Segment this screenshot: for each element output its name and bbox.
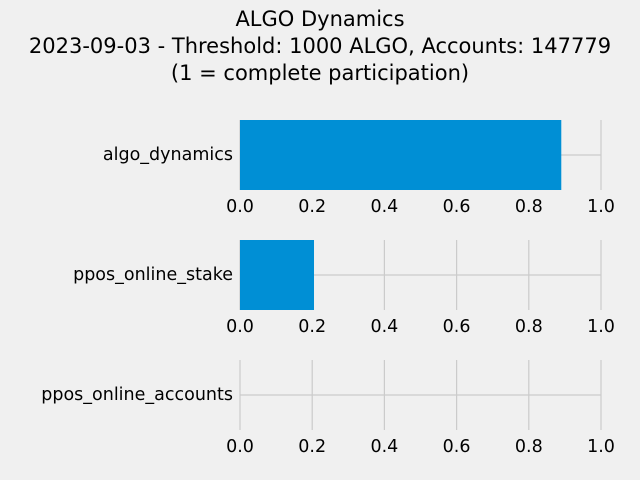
x-tick-label: 0.8 [515, 437, 543, 457]
x-tick-label: 0.4 [370, 197, 398, 217]
x-tick-label: 1.0 [587, 317, 615, 337]
category-label: algo_dynamics [103, 145, 233, 165]
chart-title: ALGO Dynamics [235, 7, 405, 31]
chart-subtitle-note: (1 = complete participation) [170, 61, 470, 85]
x-tick-label: 0.8 [515, 197, 543, 217]
x-tick-label: 1.0 [587, 437, 615, 457]
x-tick-label: 0.6 [443, 437, 471, 457]
x-tick-label: 0.2 [298, 437, 326, 457]
x-tick-label: 1.0 [587, 197, 615, 217]
x-tick-label: 0.6 [443, 317, 471, 337]
x-tick-label: 0.4 [370, 317, 398, 337]
bar-ppos_online_stake [240, 240, 315, 310]
x-tick-label: 0.6 [443, 197, 471, 217]
x-tick-label: 0.2 [298, 317, 326, 337]
bar-algo_dynamics [240, 120, 562, 190]
x-tick-label: 0.0 [226, 437, 254, 457]
chart-subtitle: 2023-09-03 - Threshold: 1000 ALGO, Accou… [28, 34, 612, 58]
category-label: ppos_online_stake [73, 265, 233, 285]
x-tick-label: 0.0 [226, 197, 254, 217]
x-tick-label: 0.4 [370, 437, 398, 457]
x-tick-label: 0.8 [515, 317, 543, 337]
x-tick-label: 0.0 [226, 317, 254, 337]
x-tick-label: 0.2 [298, 197, 326, 217]
category-label: ppos_online_accounts [41, 385, 233, 405]
